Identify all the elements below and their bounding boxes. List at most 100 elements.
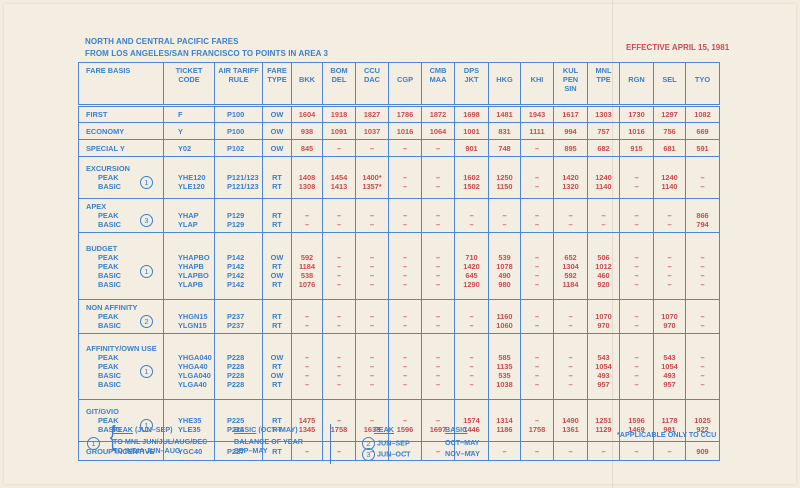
- fare-value-cell: 1064: [421, 122, 455, 140]
- fare-value-cell: 1617: [553, 105, 588, 123]
- fare-value-cell: 1160 1060: [488, 299, 521, 334]
- fare-value-cell: 994: [553, 122, 588, 140]
- header-destination: BKK: [291, 62, 323, 107]
- fare-basis-name: ECONOMY: [86, 126, 125, 136]
- fare-value-cell: 543 1054 493 957: [653, 333, 686, 400]
- effective-date: EFFECTIVE APRIL 15, 1981: [626, 43, 730, 52]
- fare-value-cell: 866 794: [685, 198, 720, 233]
- fare-value-cell: 1454 1413: [322, 156, 356, 199]
- fare-value-cell: – –: [421, 198, 455, 233]
- notes-2-3-basic-header: BASIC: [445, 425, 468, 434]
- fare-value-cell: – –: [355, 198, 389, 233]
- note-3-basic: NOV–MAY: [445, 449, 480, 458]
- fare-value-cell: 1918: [322, 105, 356, 123]
- ticket-code-cell: Y: [163, 122, 215, 140]
- fare-value-cell: 1251 1129: [587, 399, 620, 442]
- fare-value-cell: – –: [520, 299, 554, 334]
- document-title: NORTH AND CENTRAL PACIFIC FARES: [85, 37, 239, 46]
- fare-sub-label: PEAK: [98, 362, 119, 371]
- tariff-rule-cell: P102: [214, 139, 263, 157]
- fare-group-row: EXCURSION PEAK BASIC 1 YHE120 YLE120 P121/123 P…: [78, 156, 720, 199]
- fare-value-cell: – – – –: [520, 333, 554, 400]
- fare-value-cell: 1250 1150: [488, 156, 521, 199]
- fare-value-cell: 831: [488, 122, 521, 140]
- fare-value-cell: 1786: [388, 105, 422, 123]
- fare-value-cell: – –: [291, 299, 323, 334]
- asterisk-note: *APPLICABLE ONLY TO CCU: [617, 430, 717, 439]
- fare-value-cell: –1758: [322, 399, 356, 442]
- fare-group-row: ECONOMY Y P100 OW 938 1091 1037 1016 1064 1001 831…: [78, 122, 720, 140]
- document-subtitle: FROM LOS ANGELES/SAN FRANCISCO TO POINTS…: [85, 49, 329, 58]
- header-destination: DPS JKT: [454, 62, 489, 107]
- fare-value-cell: 756: [653, 122, 686, 140]
- fare-value-cell: 1070 970: [587, 299, 620, 334]
- fare-group-row: SPECIAL Y Y02 P102 OW 845– – – –901 748–895 682 91…: [78, 139, 720, 157]
- note-circle-icon: 2: [140, 315, 153, 328]
- note-3-row: 3 JUN–OCT: [362, 448, 411, 461]
- fare-type-cell: OW RT OW RT: [262, 333, 292, 400]
- fare-value-cell: – –: [553, 198, 588, 233]
- tariff-rule-cell: P129 P129: [214, 198, 263, 233]
- fare-value-cell: 1082: [685, 105, 720, 123]
- fare-basis-cell: APEX PEAK BASIC 3: [78, 198, 164, 233]
- fare-basis-cell: SPECIAL Y: [78, 139, 164, 157]
- tariff-rule-cell: P100: [214, 122, 263, 140]
- fare-value-cell: 1297: [653, 105, 686, 123]
- fare-value-cell: – – – –: [355, 232, 389, 300]
- fare-sub-label: BASIC: [98, 371, 121, 380]
- fare-basis-cell: ECONOMY: [78, 122, 164, 140]
- fare-sub-label: PEAK: [98, 173, 119, 182]
- fare-basis-cell: BUDGET PEAK PEAK BASIC BASIC 1: [78, 232, 164, 300]
- fare-basis-name: FIRST: [86, 110, 108, 119]
- fare-value-cell: – –: [488, 198, 521, 233]
- ticket-code-cell: YHAP YLAP: [163, 198, 215, 233]
- fare-value-cell: 901: [454, 139, 489, 157]
- table-header-row: FARE BASIS TICKET CODE AIR TARIFF RULE FAR…: [78, 62, 720, 107]
- ticket-code-cell: YHGA040 YHGA40 YLGA040 YLGA40: [163, 333, 215, 400]
- fare-value-cell: 748: [488, 139, 521, 157]
- fare-value-cell: – –: [653, 198, 686, 233]
- header-destination: RGN: [619, 62, 654, 107]
- fare-group-row: FIRST F P100 OW 1604 1918 1827 1786 1872 1698 1481…: [78, 105, 720, 123]
- fare-value-cell: –: [322, 139, 356, 157]
- fare-basis-name: SPECIAL Y: [86, 143, 125, 153]
- fare-type-cell: OW: [262, 139, 292, 157]
- fare-value-cell: – –: [421, 156, 455, 199]
- fare-value-cell: – –: [553, 299, 588, 334]
- fare-value-cell: – –: [388, 299, 422, 334]
- note-1-basic: BASIC (OCT–MAY) BALANCE OF YEAR SEP–MAY: [234, 425, 303, 455]
- fare-value-cell: – –: [388, 156, 422, 199]
- fare-value-cell: 909: [685, 441, 720, 461]
- fare-value-cell: –: [454, 441, 489, 461]
- fare-type-cell: OW: [262, 122, 292, 140]
- fare-value-cell: 915: [619, 139, 654, 157]
- fare-sub-label: PEAK: [98, 211, 119, 220]
- fare-sub-label: PEAK: [98, 252, 119, 262]
- fare-value-cell: – – – –: [322, 232, 356, 300]
- tariff-rule-cell: P228 P228 P228 P228: [214, 333, 263, 400]
- fare-basis-cell: NON AFFINITY PEAK BASIC 2: [78, 299, 164, 334]
- note-circle-icon: 1: [140, 419, 153, 432]
- fare-value-cell: – –: [520, 156, 554, 199]
- fare-value-cell: – –: [291, 198, 323, 233]
- fare-value-cell: 1943: [520, 105, 554, 123]
- fare-value-cell: – – – –: [388, 333, 422, 400]
- header-destination: HKG: [488, 62, 521, 107]
- ticket-code-cell: YHE35 YLE35: [163, 399, 215, 442]
- fare-sub-label: PEAK: [98, 416, 119, 425]
- fare-value-cell: 1025 922: [685, 399, 720, 442]
- ticket-code-cell: Y02: [163, 139, 215, 157]
- fare-basis-name: EXCURSION: [86, 164, 130, 173]
- fare-value-cell: – –: [619, 198, 654, 233]
- fare-value-cell: – –: [454, 299, 489, 334]
- fare-group-row: APEX PEAK BASIC 3 YHAP YLAP P129 P129 RT RT – – – – – –…: [78, 198, 720, 233]
- header-fare-basis: FARE BASIS: [78, 62, 164, 107]
- tariff-rule-cell: P225 P225: [214, 399, 263, 442]
- fare-value-cell: 1604: [291, 105, 323, 123]
- note-1-marker: 1: [87, 437, 100, 450]
- fare-type-cell: OW RT OW RT: [262, 232, 292, 300]
- fare-value-cell: – – – –: [553, 333, 588, 400]
- fare-basis-name: BUDGET: [86, 243, 118, 253]
- fare-value-cell: – –: [587, 198, 620, 233]
- fare-value-cell: 1070 970: [653, 299, 686, 334]
